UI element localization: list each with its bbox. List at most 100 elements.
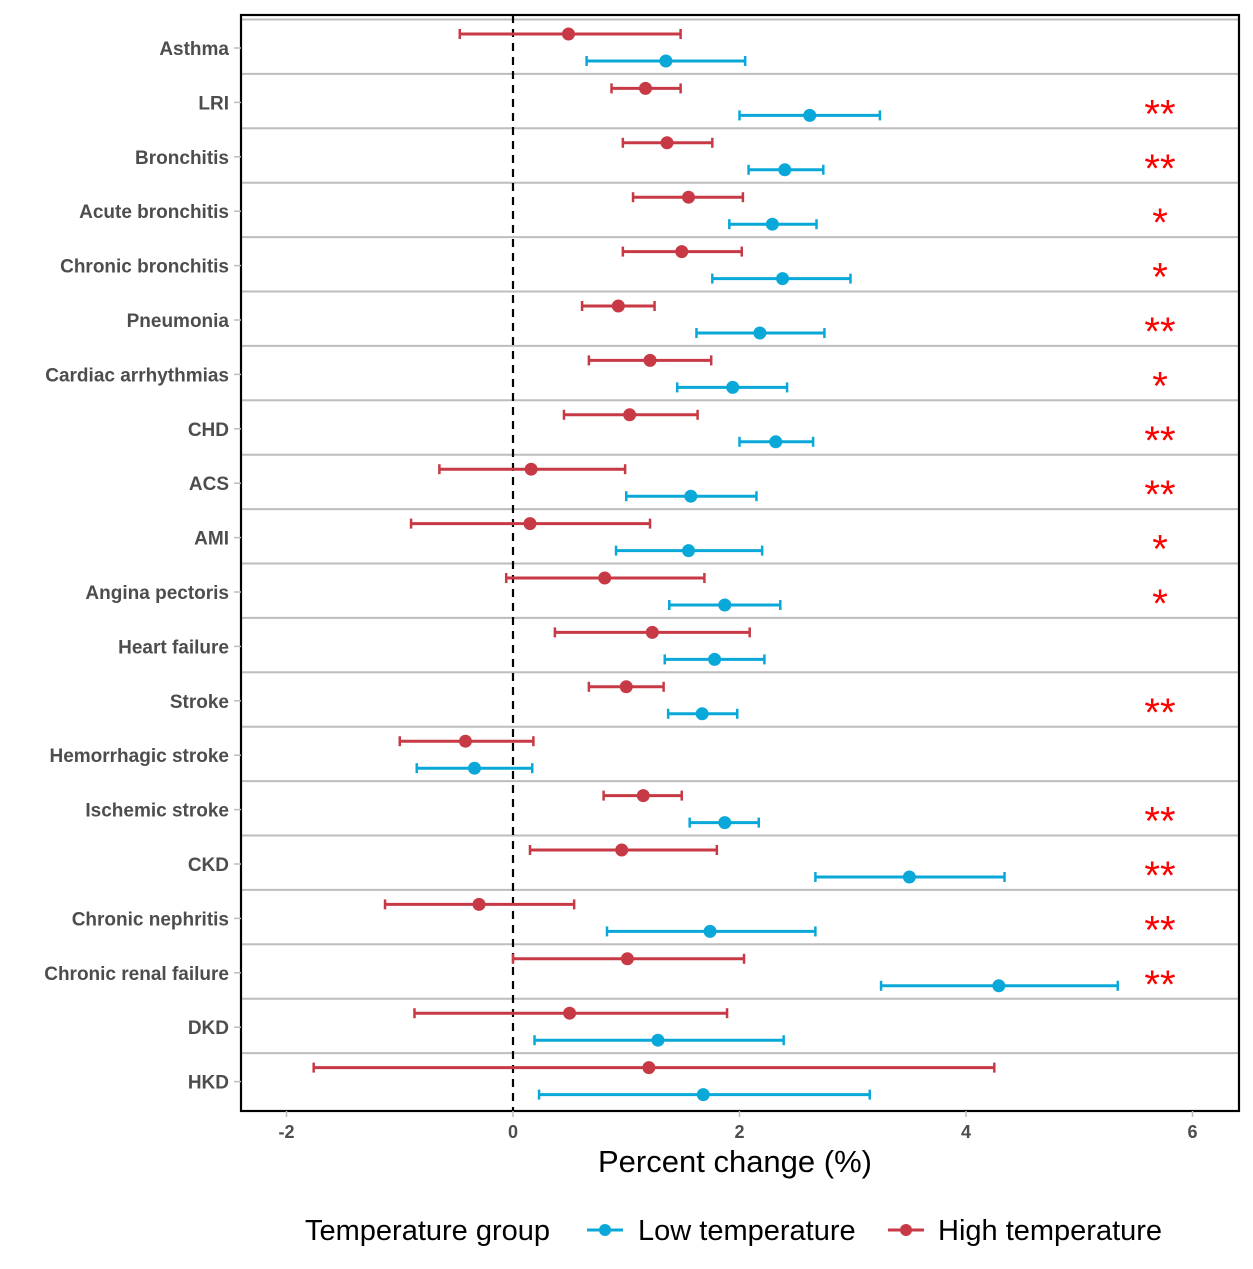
category-label: Chronic renal failure bbox=[44, 964, 229, 985]
point-range-low bbox=[688, 816, 761, 830]
legend-title: Temperature group bbox=[305, 1215, 550, 1247]
estimate-point-low bbox=[718, 598, 732, 612]
estimate-point-high bbox=[524, 462, 538, 476]
legend-key-high-temperature bbox=[888, 1224, 924, 1236]
significance-marker: * bbox=[1152, 582, 1168, 626]
significance-marker: * bbox=[1152, 364, 1168, 408]
category-label: HKD bbox=[188, 1073, 229, 1094]
estimate-point-low bbox=[659, 54, 673, 68]
point-range-high bbox=[562, 408, 699, 422]
significance-marker: * bbox=[1152, 256, 1168, 300]
point-range-high bbox=[580, 299, 656, 313]
category-label: Asthma bbox=[159, 39, 229, 60]
category-label: ACS bbox=[189, 474, 229, 495]
significance-marker: ** bbox=[1144, 473, 1175, 517]
series-marks bbox=[312, 27, 1120, 1102]
point-range-high bbox=[621, 245, 744, 259]
point-range-high bbox=[413, 1006, 729, 1020]
point-range-low bbox=[728, 217, 818, 231]
point-range-low bbox=[711, 272, 852, 286]
point-range-high bbox=[528, 843, 719, 857]
estimate-point-low bbox=[695, 707, 709, 721]
point-range-low bbox=[738, 435, 815, 449]
point-range-low bbox=[625, 489, 758, 503]
category-label: LRI bbox=[198, 93, 229, 114]
y-axis-labels: Asthma LRI Bronchitis Acute bronchitis Chron… bbox=[44, 39, 241, 1094]
estimate-point-low bbox=[765, 217, 779, 231]
point-range-low bbox=[585, 54, 747, 68]
estimate-point-low bbox=[769, 435, 783, 449]
legend-label-high-temperature: High temperature bbox=[938, 1215, 1162, 1247]
significance-marks: ************************* bbox=[1144, 92, 1175, 1006]
estimate-point-high bbox=[636, 789, 650, 803]
estimate-point-high bbox=[615, 843, 629, 857]
point-range-low bbox=[663, 652, 766, 666]
significance-marker: ** bbox=[1144, 147, 1175, 191]
x-tick-label: 4 bbox=[961, 1122, 971, 1142]
point-range-high bbox=[383, 897, 576, 911]
estimate-point-low bbox=[682, 544, 696, 558]
point-range-low bbox=[738, 108, 882, 122]
category-label: Hemorrhagic stroke bbox=[49, 746, 229, 767]
estimate-point-low bbox=[753, 326, 767, 340]
category-label: CHD bbox=[188, 420, 229, 441]
point-range-low bbox=[747, 163, 825, 177]
estimate-point-low bbox=[684, 489, 698, 503]
point-range-high bbox=[458, 27, 682, 41]
x-tick-label: 6 bbox=[1187, 1122, 1197, 1142]
category-label: Pneumonia bbox=[127, 311, 230, 332]
estimate-point-high bbox=[598, 571, 612, 585]
category-label: Stroke bbox=[170, 692, 229, 713]
x-axis-title: Percent change (%) bbox=[598, 1144, 872, 1179]
estimate-point-high bbox=[639, 81, 653, 95]
estimate-point-high bbox=[675, 245, 689, 259]
point-range-high bbox=[631, 190, 745, 204]
point-range-high bbox=[409, 517, 652, 531]
legend-label-low-temperature: Low temperature bbox=[638, 1215, 856, 1247]
estimate-point-low bbox=[708, 652, 722, 666]
significance-marker: ** bbox=[1144, 92, 1175, 136]
point-range-high bbox=[602, 789, 683, 803]
point-range-low bbox=[415, 761, 534, 775]
significance-marker: ** bbox=[1144, 419, 1175, 463]
point-range-low bbox=[537, 1088, 871, 1102]
category-label: Cardiac arrhythmias bbox=[45, 365, 229, 386]
significance-marker: ** bbox=[1144, 854, 1175, 898]
legend-key-low-temperature bbox=[587, 1224, 623, 1236]
estimate-point-low bbox=[803, 108, 817, 122]
point-range-low bbox=[675, 380, 789, 394]
estimate-point-high bbox=[643, 353, 657, 367]
point-range-high bbox=[504, 571, 706, 585]
estimate-point-high bbox=[660, 136, 674, 150]
significance-marker: ** bbox=[1144, 310, 1175, 354]
estimate-point-high bbox=[561, 27, 575, 41]
category-label: Chronic nephritis bbox=[72, 909, 229, 930]
legend: Temperature group Low temperature High t… bbox=[305, 1215, 1162, 1247]
point-range-high bbox=[587, 353, 713, 367]
point-range-low bbox=[666, 707, 739, 721]
point-range-low bbox=[814, 870, 1006, 884]
point-range-high bbox=[621, 136, 714, 150]
estimate-point-high bbox=[619, 680, 633, 694]
estimate-point-low bbox=[776, 272, 790, 286]
estimate-point-high bbox=[620, 952, 634, 966]
point-range-low bbox=[879, 979, 1120, 993]
point-range-high bbox=[553, 625, 751, 639]
estimate-point-low bbox=[778, 163, 792, 177]
category-label: Bronchitis bbox=[135, 148, 229, 169]
estimate-point-high bbox=[645, 625, 659, 639]
significance-marker: * bbox=[1152, 528, 1168, 572]
gridlines bbox=[241, 18, 1239, 1055]
category-label: Ischemic stroke bbox=[85, 801, 229, 822]
point-range-low bbox=[614, 544, 764, 558]
estimate-point-low bbox=[696, 1088, 710, 1102]
estimate-point-low bbox=[992, 979, 1006, 993]
point-range-high bbox=[312, 1061, 996, 1075]
category-label: Chronic bronchitis bbox=[60, 257, 229, 278]
category-label: Heart failure bbox=[118, 637, 229, 658]
estimate-point-low bbox=[718, 816, 732, 830]
category-label: AMI bbox=[194, 529, 229, 550]
significance-marker: * bbox=[1152, 201, 1168, 245]
category-label: Angina pectoris bbox=[85, 583, 229, 604]
point-range-high bbox=[438, 462, 627, 476]
